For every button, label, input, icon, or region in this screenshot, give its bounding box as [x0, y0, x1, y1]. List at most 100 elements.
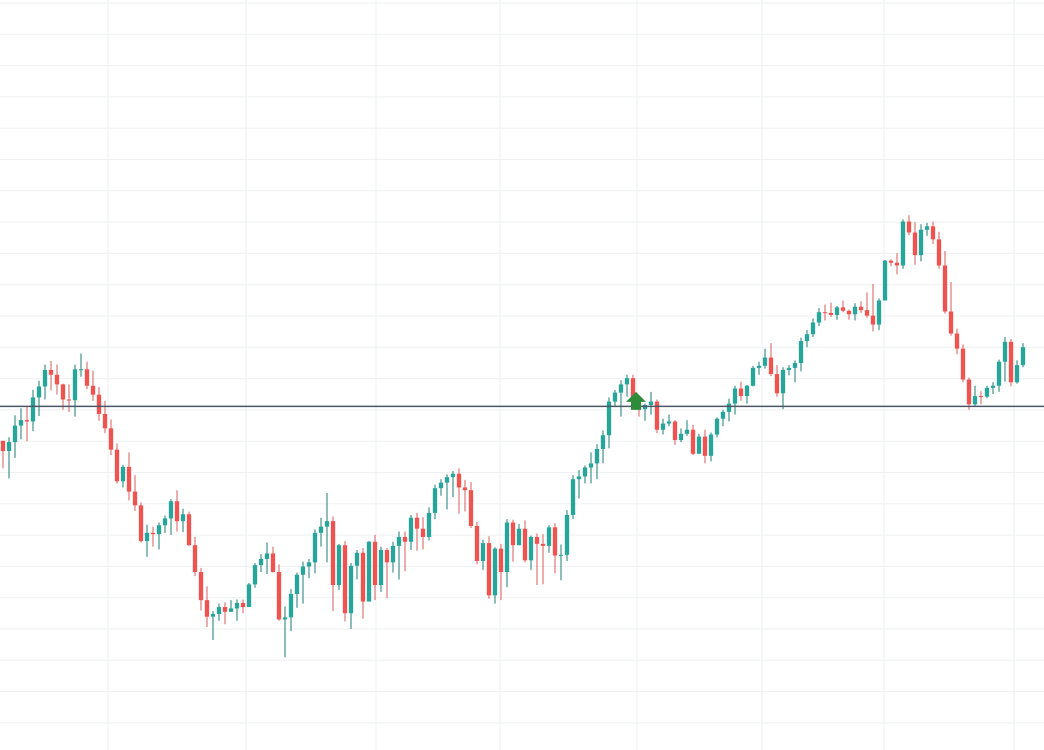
candle-down [858, 301, 864, 313]
candle-body [108, 428, 114, 450]
candle-body [252, 565, 258, 585]
candle-up [582, 465, 588, 484]
candle-up [354, 550, 360, 580]
candle-up [390, 541, 396, 573]
candle-down [768, 343, 774, 377]
candle-body [132, 491, 138, 506]
candle-body [762, 357, 768, 366]
candle-up [810, 318, 816, 337]
candle-down [552, 523, 558, 574]
candle-body [828, 312, 834, 315]
candle-body [144, 532, 150, 542]
candle-up [450, 470, 456, 498]
candle-up [258, 554, 264, 572]
candle-body [510, 522, 516, 546]
candle-body [822, 312, 828, 314]
candle-up [852, 303, 858, 321]
candle-body [588, 463, 594, 468]
candle-down [474, 521, 480, 565]
candle-body [234, 602, 240, 609]
candle-up [744, 385, 750, 404]
candle-body [702, 436, 708, 456]
candle-body [126, 466, 132, 492]
candle-down [90, 370, 96, 401]
candle-down [888, 259, 894, 267]
candle-body [834, 307, 840, 315]
candle-body [930, 226, 936, 240]
candle-up [882, 259, 888, 301]
candle-down [420, 517, 426, 550]
candle-body [300, 566, 306, 575]
candle-up [696, 433, 702, 454]
candle-up [750, 365, 756, 387]
candle-body [804, 334, 810, 342]
candle-up [492, 547, 498, 604]
candle-body [222, 607, 228, 612]
candle-up [78, 353, 84, 377]
candle-body [606, 401, 612, 436]
candle-down [66, 384, 72, 412]
candle-down [912, 222, 918, 265]
candle-down [522, 520, 528, 563]
candle-body [558, 554, 564, 556]
candle-body [18, 420, 24, 426]
candle-up [708, 432, 714, 462]
candle-body [738, 388, 744, 397]
candle-body [48, 369, 54, 375]
candle-up [72, 364, 78, 417]
candle-up [804, 330, 810, 348]
candle-body [936, 239, 942, 266]
candle-body [912, 232, 918, 256]
candle-body [324, 521, 330, 527]
candle-body [468, 490, 474, 526]
candle-body [540, 543, 546, 546]
candle-body [768, 357, 774, 375]
candle-body [414, 517, 420, 529]
candle-down [96, 387, 102, 421]
candle-up [876, 298, 882, 331]
candle-body [708, 434, 714, 456]
candle-body [966, 379, 972, 405]
candle-down [906, 215, 912, 236]
candle-body [582, 467, 588, 477]
candle-body [612, 392, 618, 402]
candle-down [414, 512, 420, 551]
candle-down [138, 502, 144, 543]
candle-up [618, 380, 624, 417]
candle-body [870, 315, 876, 325]
candle-down [960, 344, 966, 383]
candle-up [42, 364, 48, 400]
candle-down [84, 361, 90, 390]
candle-body [66, 399, 72, 401]
candle-body [378, 550, 384, 586]
candle-body [258, 558, 264, 566]
candle-up [924, 222, 930, 236]
candle-down [954, 328, 960, 355]
candle-body [240, 602, 246, 608]
candle-down [840, 300, 846, 313]
candle-body [270, 553, 276, 572]
candle-body [168, 501, 174, 519]
candle-down [930, 221, 936, 245]
candle-down [342, 541, 348, 622]
candle-body [318, 526, 324, 533]
candle-body [312, 532, 318, 563]
candle-down [132, 475, 138, 511]
candle-down [486, 536, 492, 599]
candle-body [1008, 341, 1014, 383]
candle-body [450, 473, 456, 478]
candle-up [504, 519, 510, 588]
candle-up [318, 517, 324, 547]
candle-up [732, 385, 738, 415]
candle-body [156, 525, 162, 535]
candle-body [480, 543, 486, 561]
candle-down [462, 479, 468, 512]
candle-body [210, 613, 216, 617]
candle-body [1020, 347, 1026, 366]
candle-body [228, 608, 234, 612]
candle-down [108, 419, 114, 456]
candle-up [180, 508, 186, 533]
